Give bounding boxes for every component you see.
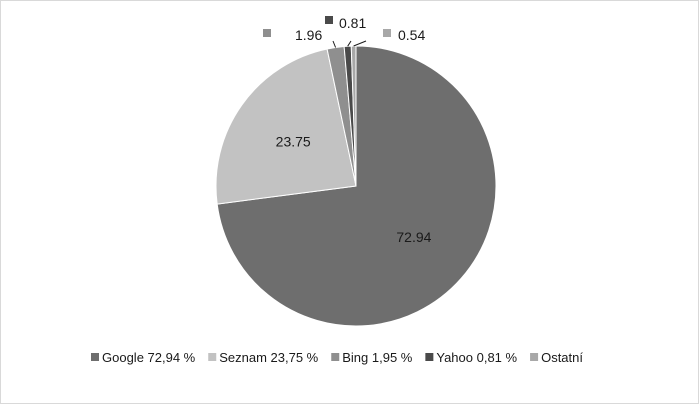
leader-line-ostatni (353, 40, 367, 47)
legend-label-yahoo: Yahoo 0,81 % (436, 350, 517, 365)
pie-slice-seznam (215, 48, 357, 205)
data-label-marker-bing (263, 29, 271, 37)
leader-line-yahoo (347, 40, 352, 47)
legend-swatch-yahoo (425, 353, 434, 361)
legend-swatch-bing (331, 353, 340, 361)
data-labels: 72.94 23.75 1.96 0.81 0.54 (263, 15, 432, 245)
pie-slice-google (216, 45, 497, 327)
legend-swatch-ostatni (530, 353, 539, 361)
legend-item-seznam: Seznam 23,75 % (208, 350, 319, 365)
legend-item-bing: Bing 1,95 % (331, 350, 413, 365)
legend-item-yahoo: Yahoo 0,81 % (425, 350, 518, 365)
leader-line-bing (332, 40, 337, 48)
data-label-seznam: 23.75 (276, 134, 311, 150)
legend-label-google: Google 72,94 % (102, 350, 196, 365)
legend-item-google: Google 72,94 % (91, 350, 196, 365)
legend-item-ostatni: Ostatní (530, 350, 583, 365)
data-label-ostatni: 0.54 (398, 27, 425, 43)
pie-slices (215, 45, 497, 327)
legend-label-bing: Bing 1,95 % (342, 350, 413, 365)
data-label-bing: 1.96 (295, 27, 322, 43)
legend: Google 72,94 % Seznam 23,75 % Bing 1,95 % Y… (91, 350, 583, 365)
data-label-google: 72.94 (396, 229, 431, 245)
legend-label-ostatni: Ostatní (541, 350, 583, 365)
legend-swatch-seznam (208, 353, 217, 361)
legend-swatch-google (91, 353, 99, 361)
data-label-marker-yahoo (325, 16, 333, 24)
leader-lines (332, 40, 367, 48)
data-label-marker-ostatni (383, 29, 391, 37)
legend-label-seznam: Seznam 23,75 % (219, 350, 318, 365)
data-label-yahoo: 0.81 (339, 15, 366, 31)
